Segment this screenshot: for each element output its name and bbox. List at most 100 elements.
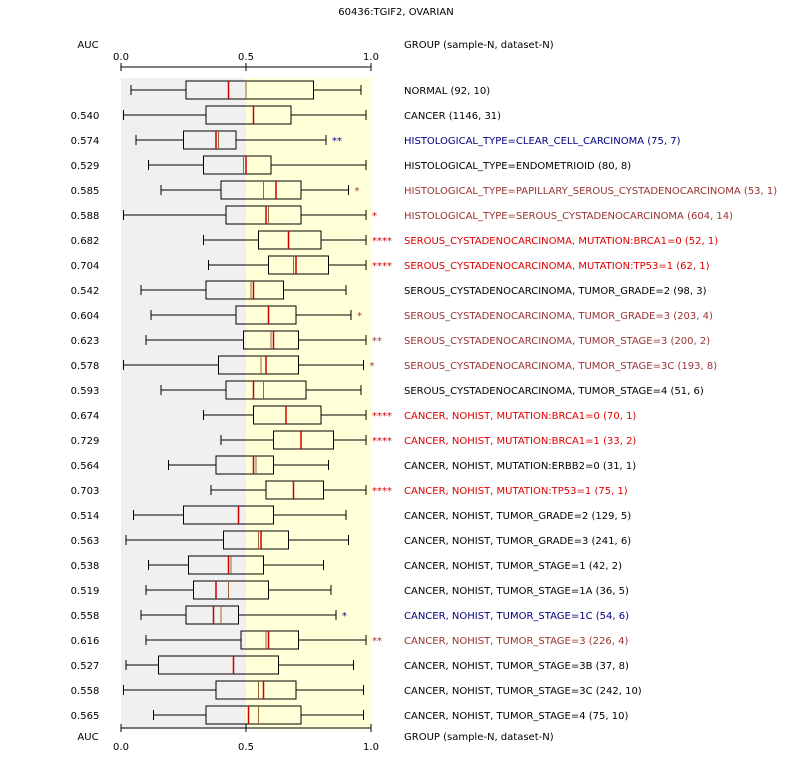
significance-stars: **** <box>372 436 392 447</box>
auc-value: 0.574 <box>71 136 100 147</box>
box-outline <box>203 155 272 175</box>
group-row: 0.563 CANCER, NOHIST, TUMOR_GRADE=3 (241,… <box>71 530 631 550</box>
box-fill <box>246 356 299 374</box>
significance-stars: ** <box>332 136 342 147</box>
auc-value: 0.565 <box>71 711 100 722</box>
group-row: **** 0.729 CANCER, NOHIST, MUTATION:BRCA1=… <box>71 430 636 450</box>
group-label: CANCER, NOHIST, MUTATION:ERBB2=0 (31, 1) <box>404 461 636 472</box>
box-fill-left <box>216 456 246 474</box>
group-label: CANCER, NOHIST, TUMOR_GRADE=2 (129, 5) <box>404 511 631 522</box>
significance-stars: * <box>372 211 377 222</box>
box-outline <box>225 380 307 400</box>
group-row: * 0.588 HISTOLOGICAL_TYPE=SEROUS_CYSTADENO… <box>71 205 733 225</box>
group-row: ** 0.616 CANCER, NOHIST, TUMOR_STAGE=3 (22… <box>71 630 628 650</box>
group-label: SEROUS_CYSTADENOCARCINOMA, TUMOR_STAGE=3… <box>404 361 717 372</box>
significance-stars: **** <box>372 486 392 497</box>
auc-value: 0.529 <box>71 161 100 172</box>
box-fill <box>246 556 264 574</box>
auc-value: 0.578 <box>71 361 100 372</box>
group-label: CANCER, NOHIST, TUMOR_STAGE=3B (37, 8) <box>404 661 629 672</box>
group-label: CANCER, NOHIST, MUTATION:BRCA1=1 (33, 2) <box>404 436 636 447</box>
group-rows: NORMAL (92, 10)0.540 CANCER (1146, 31)**0… <box>71 80 777 725</box>
group-label: SEROUS_CYSTADENOCARCINOMA, TUMOR_STAGE=4… <box>404 386 704 397</box>
group-row: * 0.604 SEROUS_CYSTADENOCARCINOMA, TUMOR_G… <box>71 305 713 325</box>
auc-value: 0.564 <box>71 461 100 472</box>
box-outline <box>223 530 289 550</box>
box-fill <box>246 106 291 124</box>
group-label: CANCER (1146, 31) <box>404 111 501 122</box>
box-fill-left <box>206 106 246 124</box>
box-outline <box>205 280 284 300</box>
top-auc-header: AUC <box>77 40 98 51</box>
bottom-axis-tick-label: 0.0 <box>113 742 129 753</box>
auc-value: 0.704 <box>71 261 100 272</box>
group-label: HISTOLOGICAL_TYPE=CLEAR_CELL_CARCINOMA (… <box>404 136 681 147</box>
box-outline <box>265 480 324 500</box>
top-axis-tick-label: 0.0 <box>113 52 129 63</box>
group-row: * 0.558 CANCER, NOHIST, TUMOR_STAGE=1C (54… <box>71 605 629 625</box>
group-label: SEROUS_CYSTADENOCARCINOMA, MUTATION:TP53… <box>404 261 710 272</box>
group-label: CANCER, NOHIST, TUMOR_STAGE=1C (54, 6) <box>404 611 629 622</box>
box-fill-left <box>241 631 246 649</box>
group-row: 0.565 CANCER, NOHIST, TUMOR_STAGE=4 (75, … <box>71 705 628 725</box>
box-outline <box>205 105 292 125</box>
auc-value: 0.703 <box>71 486 100 497</box>
box-fill <box>246 681 296 699</box>
auc-value: 0.729 <box>71 436 100 447</box>
top-axis-tick-label: 0.5 <box>238 52 254 63</box>
bottom-auc-header: AUC <box>77 732 98 743</box>
group-label: CANCER, NOHIST, TUMOR_STAGE=3 (226, 4) <box>404 636 628 647</box>
bottom-axis-tick-label: 1.0 <box>363 742 379 753</box>
box-fill <box>246 656 279 674</box>
group-row: **** 0.682 SEROUS_CYSTADENOCARCINOMA, MUTA… <box>71 230 718 250</box>
box-outline <box>258 230 322 250</box>
group-row: 0.529 HISTOLOGICAL_TYPE=ENDOMETRIOID (80,… <box>71 155 631 175</box>
group-row: 0.593 SEROUS_CYSTADENOCARCINOMA, TUMOR_ST… <box>71 380 704 400</box>
box-fill-left <box>193 581 246 599</box>
group-row: NORMAL (92, 10) <box>130 80 490 100</box>
box-fill <box>246 381 306 399</box>
group-row: 0.527 CANCER, NOHIST, TUMOR_STAGE=3B (37,… <box>71 655 629 675</box>
auc-value: 0.538 <box>71 561 100 572</box>
group-label: HISTOLOGICAL_TYPE=SEROUS_CYSTADENOCARCIN… <box>404 211 733 222</box>
group-row: **** 0.704 SEROUS_CYSTADENOCARCINOMA, MUTA… <box>71 255 710 275</box>
auc-value: 0.674 <box>71 411 100 422</box>
group-row: * 0.585 HISTOLOGICAL_TYPE=PAPILLARY_SEROUS… <box>71 180 777 200</box>
group-row: 0.564 CANCER, NOHIST, MUTATION:ERBB2=0 (3… <box>71 455 636 475</box>
auc-value: 0.558 <box>71 686 100 697</box>
significance-stars: **** <box>372 236 392 247</box>
auc-value: 0.604 <box>71 311 100 322</box>
group-row: ** 0.623 SEROUS_CYSTADENOCARCINOMA, TUMOR_… <box>71 330 710 350</box>
box-outline <box>183 505 274 525</box>
group-row: **** 0.674 CANCER, NOHIST, MUTATION:BRCA1=… <box>71 405 636 425</box>
box-fill-left <box>223 531 246 549</box>
group-label: SEROUS_CYSTADENOCARCINOMA, TUMOR_STAGE=3… <box>404 336 710 347</box>
box-fill-left <box>206 281 246 299</box>
auc-value: 0.585 <box>71 186 100 197</box>
significance-stars: * <box>355 186 360 197</box>
box-outline <box>215 680 297 700</box>
bottom-group-header: GROUP (sample-N, dataset-N) <box>404 732 554 743</box>
box-fill-left <box>206 706 246 724</box>
group-label: CANCER, NOHIST, TUMOR_STAGE=3C (242, 10) <box>404 686 642 697</box>
box-fill <box>246 631 299 649</box>
auc-value: 0.682 <box>71 236 100 247</box>
box-fill-left <box>183 131 236 149</box>
group-label: SEROUS_CYSTADENOCARCINOMA, TUMOR_GRADE=3… <box>404 311 713 322</box>
box-outline <box>225 205 302 225</box>
box-outline <box>253 405 322 425</box>
auc-value: 0.519 <box>71 586 100 597</box>
significance-stars: * <box>342 611 347 622</box>
auc-value: 0.527 <box>71 661 100 672</box>
box-outline <box>235 305 297 325</box>
box-outline <box>185 605 239 625</box>
group-row: 0.540 CANCER (1146, 31) <box>71 105 501 125</box>
auc-value: 0.616 <box>71 636 100 647</box>
bottom-axis-tick-label: 0.5 <box>238 742 254 753</box>
box-fill-left <box>186 606 239 624</box>
box-outline <box>268 255 329 275</box>
auc-value: 0.514 <box>71 511 100 522</box>
box-fill-left <box>221 181 246 199</box>
box-fill <box>266 481 324 499</box>
